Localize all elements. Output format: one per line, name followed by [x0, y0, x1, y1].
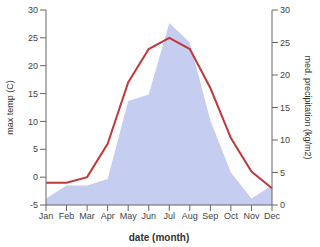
svg-text:15: 15: [28, 89, 38, 99]
svg-text:Mar: Mar: [79, 211, 95, 221]
svg-text:5: 5: [280, 168, 285, 178]
svg-text:Apr: Apr: [101, 211, 115, 221]
svg-text:5: 5: [33, 144, 38, 154]
svg-text:Jul: Jul: [164, 211, 176, 221]
svg-text:15: 15: [280, 103, 290, 113]
svg-text:30: 30: [28, 5, 38, 15]
svg-text:Oct: Oct: [224, 211, 239, 221]
svg-text:25: 25: [280, 38, 290, 48]
svg-text:10: 10: [28, 117, 38, 127]
svg-text:25: 25: [28, 33, 38, 43]
svg-text:Jun: Jun: [141, 211, 156, 221]
svg-text:Dec: Dec: [264, 211, 281, 221]
svg-text:0: 0: [280, 200, 285, 210]
svg-text:0: 0: [33, 172, 38, 182]
svg-text:30: 30: [280, 5, 290, 15]
svg-text:-5: -5: [30, 200, 38, 210]
svg-text:max temp (C): max temp (C): [5, 80, 15, 135]
svg-text:Feb: Feb: [59, 211, 75, 221]
svg-text:Aug: Aug: [182, 211, 198, 221]
svg-text:med. precipitation (kg/m2): med. precipitation (kg/m2): [303, 55, 313, 159]
svg-text:date (month): date (month): [129, 232, 190, 243]
svg-text:20: 20: [280, 70, 290, 80]
svg-text:May: May: [120, 211, 138, 221]
svg-text:Jan: Jan: [39, 211, 54, 221]
svg-text:Sep: Sep: [202, 211, 218, 221]
svg-text:10: 10: [280, 135, 290, 145]
svg-text:20: 20: [28, 61, 38, 71]
svg-text:Nov: Nov: [243, 211, 260, 221]
